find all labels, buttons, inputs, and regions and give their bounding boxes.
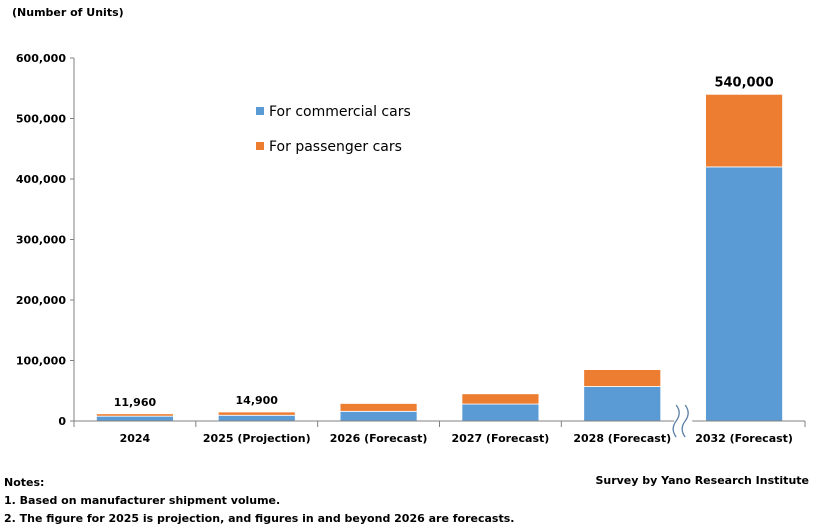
x-tick-label: 2027 (Forecast) — [452, 432, 550, 445]
bar-segment-commercial — [705, 166, 783, 422]
x-tick-label: 2024 — [120, 432, 151, 445]
x-tick-label: 2028 (Forecast) — [573, 432, 671, 445]
bar-segment-passenger — [217, 411, 296, 416]
stacked-bar-chart: 0 100,000 200,000 300,000 400,000 500,000 600,… — [16, 52, 806, 445]
x-tick-label: 2025 (Projection) — [203, 432, 311, 445]
y-tick-label: 600,000 — [16, 52, 66, 65]
total-data-label: 14,900 — [236, 394, 279, 407]
source-credit: Survey by Yano Research Institute — [595, 474, 809, 487]
x-tick-label: 2032 (Forecast) — [695, 432, 793, 445]
x-tick-label: 2026 (Forecast) — [330, 432, 428, 445]
bar-segment-commercial — [461, 403, 540, 422]
total-data-label: 540,000 — [714, 75, 773, 90]
y-axis-unit-label: (Number of Units) — [12, 6, 124, 19]
y-tick-label: 0 — [58, 415, 66, 428]
legend-swatch-commercial — [256, 107, 264, 115]
bar-segment-passenger — [339, 403, 418, 412]
bar-segment-commercial — [217, 414, 296, 422]
bar-segment-commercial — [96, 415, 174, 422]
bar-segment-passenger — [96, 413, 174, 417]
bar-segment-passenger — [705, 93, 783, 168]
bar-segment-passenger — [583, 369, 662, 387]
notes-line-2: 2. The figure for 2025 is projection, an… — [4, 512, 515, 525]
y-tick-label: 300,000 — [16, 234, 66, 247]
legend-swatch-passenger — [256, 142, 264, 150]
notes-line-1: 1. Based on manufacturer shipment volume… — [4, 494, 281, 507]
notes: Notes: 1. Based on manufacturer shipment… — [4, 474, 514, 528]
legend-label-passenger: For passenger cars — [269, 139, 402, 155]
legend-label-commercial: For commercial cars — [269, 104, 411, 120]
axis-break-mark — [681, 404, 689, 438]
y-tick-label: 500,000 — [16, 113, 66, 126]
axis-break-mark — [672, 404, 680, 438]
y-tick-label: 200,000 — [16, 294, 66, 307]
total-data-label: 11,960 — [114, 396, 157, 409]
bar-segment-passenger — [461, 393, 540, 405]
bar-segment-commercial — [339, 410, 418, 422]
y-tick-label: 400,000 — [16, 173, 66, 186]
y-tick-label: 100,000 — [16, 355, 66, 368]
notes-heading: Notes: — [4, 476, 45, 489]
bar-segment-commercial — [583, 386, 662, 422]
